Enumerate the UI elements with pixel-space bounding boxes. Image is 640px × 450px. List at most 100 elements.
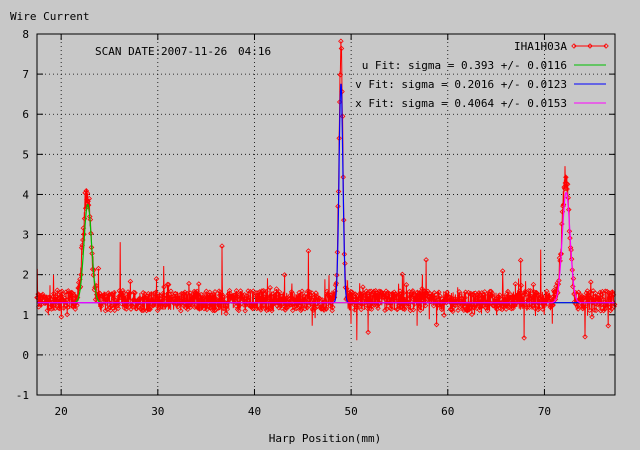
data-point [157,304,164,310]
data-point [200,295,206,302]
data-point [541,303,548,309]
data-point [561,184,567,190]
data-point [242,307,248,314]
data-point [375,305,381,311]
data-point [98,301,104,308]
legend-label: v Fit: sigma = 0.2016 +/- 0.0123 [355,78,567,91]
data-point [226,287,233,294]
data-point [83,188,90,194]
scan-date-value: 2007-11-26 [161,45,227,58]
data-point [548,303,555,310]
x-tick-label: 20 [55,405,68,418]
data-point [41,294,47,300]
data-point [170,299,177,305]
data-point [186,280,192,287]
data-point [530,302,536,308]
data-point [186,302,193,308]
legend: IHA1H03A u Fit: sigma = 0.393 +/- 0.0116 v… [355,40,609,110]
data-point [450,308,456,315]
data-point [180,290,186,297]
data-point [224,306,230,312]
data-point [263,288,269,295]
data-point [247,288,254,295]
data-point [481,292,487,298]
data-point [294,305,301,311]
data-point [356,296,362,302]
data-point [408,298,414,305]
data-point [578,303,585,309]
data-point [487,288,493,295]
data-point [289,307,296,314]
data-point [603,305,609,311]
data-point [176,292,183,298]
data-point [111,307,118,314]
data-point [133,305,140,312]
data-point [212,307,219,313]
data-point [599,291,605,298]
data-point [155,299,161,306]
data-point [388,306,395,312]
data-point [90,272,97,278]
data-point [576,296,583,302]
data-point [120,287,126,294]
data-point [521,335,527,341]
data-point [379,292,386,298]
data-point [551,289,558,295]
data-point [63,289,69,295]
data-point [211,307,218,314]
data-point [299,288,305,294]
plot-frame [36,33,616,396]
data-point [276,289,283,295]
data-point [555,289,561,296]
data-point [337,72,344,78]
data-point [548,295,554,302]
data-point [584,288,591,294]
data-point [59,288,65,294]
data-point [168,288,174,295]
data-point [423,257,429,263]
data-point [243,302,249,308]
data-point [399,271,406,278]
data-point [165,281,172,288]
data-point [225,299,231,306]
data-point [473,305,480,311]
data-point [317,301,323,307]
data-point [236,302,243,309]
data-point [358,306,364,313]
data-point [136,302,143,308]
data-point [255,290,261,296]
data-point [437,293,443,299]
data-point [455,299,462,305]
data-point [475,293,482,300]
data-point [535,306,541,313]
data-point [591,307,598,313]
data-point [260,302,266,308]
data-point [481,289,488,295]
legend-marker [571,43,577,49]
data-point [433,321,440,328]
y-tick-label: -1 [16,389,29,402]
data-point [240,296,247,303]
data-point [358,291,365,298]
data-point [161,292,168,298]
data-point [419,294,426,301]
data-point [512,302,518,309]
data-point [167,295,173,301]
data-point [589,314,595,320]
x-axis-title: Harp Position(mm) [269,432,382,445]
data-point [330,304,336,310]
data-point [357,295,363,301]
data-point [413,296,420,303]
data-point [347,288,354,295]
data-point [44,307,51,314]
data-point [417,307,424,314]
data-point [393,291,399,298]
data-point [338,45,345,52]
data-point [45,294,51,301]
data-point [175,303,181,310]
data-point [250,288,257,294]
data-point [405,303,412,310]
x-tick-label: 50 [345,405,358,418]
data-point [205,299,211,306]
data-point [288,289,295,295]
